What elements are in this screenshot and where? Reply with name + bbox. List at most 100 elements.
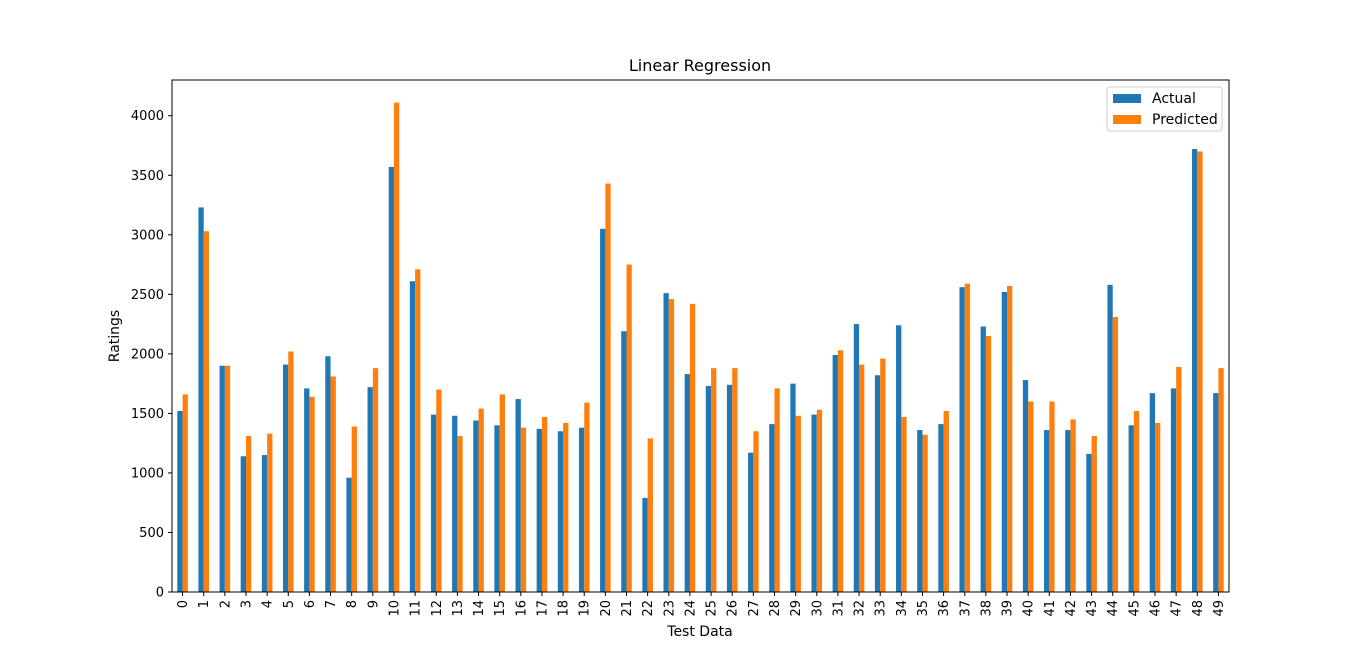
x-tick-label: 14 xyxy=(472,600,487,617)
legend-swatch-actual xyxy=(1113,94,1141,103)
bar-actual-36 xyxy=(938,424,944,592)
bar-actual-31 xyxy=(832,355,838,592)
bar-actual-40 xyxy=(1022,380,1029,592)
bar-predicted-5 xyxy=(288,351,294,592)
bar-actual-44 xyxy=(1107,284,1113,592)
bar-predicted-42 xyxy=(1070,419,1076,592)
x-tick-label: 18 xyxy=(557,600,572,617)
plot-frame xyxy=(171,79,1230,593)
bar-actual-16 xyxy=(515,399,521,592)
x-tick-label: 12 xyxy=(430,600,445,617)
bar-predicted-28 xyxy=(774,388,780,592)
bar-actual-29 xyxy=(790,383,796,592)
bar-actual-33 xyxy=(874,375,881,592)
bar-actual-45 xyxy=(1128,425,1134,592)
bars-group xyxy=(177,102,1224,592)
x-tick-label: 10 xyxy=(387,600,402,617)
x-tick-label: 45 xyxy=(1127,600,1142,617)
x-tick-label: 22 xyxy=(641,600,656,617)
bar-predicted-48 xyxy=(1197,151,1203,592)
bar-predicted-45 xyxy=(1133,411,1140,592)
bar-predicted-4 xyxy=(267,433,273,592)
y-tick-label: 3000 xyxy=(131,228,164,243)
bar-actual-37 xyxy=(959,287,965,592)
y-tick-label: 500 xyxy=(139,526,164,541)
x-tick-label: 17 xyxy=(535,600,550,617)
bar-predicted-41 xyxy=(1049,401,1055,592)
bar-predicted-13 xyxy=(457,436,463,592)
x-tick-label: 27 xyxy=(747,600,762,617)
x-tick-label: 0 xyxy=(176,600,191,608)
bar-predicted-17 xyxy=(541,416,548,592)
bar-predicted-15 xyxy=(499,394,505,592)
x-tick-label: 48 xyxy=(1191,600,1206,617)
bar-predicted-49 xyxy=(1218,368,1224,592)
bar-actual-38 xyxy=(980,326,986,592)
bar-predicted-33 xyxy=(880,358,886,592)
y-tick-label: 2000 xyxy=(131,347,164,362)
bar-actual-48 xyxy=(1192,149,1198,592)
bar-actual-20 xyxy=(600,228,606,592)
x-tick-label: 20 xyxy=(599,600,614,617)
bar-actual-39 xyxy=(1001,291,1008,592)
bar-predicted-12 xyxy=(436,389,442,592)
y-tick-label: 2500 xyxy=(131,288,164,303)
bar-actual-19 xyxy=(578,427,585,592)
x-tick-label: 40 xyxy=(1022,600,1037,617)
bar-actual-0 xyxy=(177,411,183,592)
bar-actual-3 xyxy=(240,456,246,592)
x-tick-label: 49 xyxy=(1212,600,1227,617)
bar-predicted-19 xyxy=(584,402,590,592)
x-tick-label: 9 xyxy=(366,600,381,608)
x-tick-label: 42 xyxy=(1064,600,1079,617)
bar-predicted-39 xyxy=(1007,285,1013,592)
bar-predicted-31 xyxy=(837,350,844,592)
x-axis: 0 1 2 3 4 5 6 7 8 9 10 11 12 13 14 15 16 17 18 19 20 21 22 23 24… xyxy=(176,592,1227,617)
x-tick-label: 46 xyxy=(1149,600,1164,617)
bar-actual-34 xyxy=(896,325,902,592)
bar-actual-43 xyxy=(1086,453,1092,592)
x-tick-label: 7 xyxy=(324,600,339,608)
bar-predicted-44 xyxy=(1112,316,1119,592)
bar-predicted-26 xyxy=(732,368,738,592)
bar-actual-13 xyxy=(452,415,458,592)
bar-actual-9 xyxy=(367,387,373,592)
x-tick-label: 1 xyxy=(197,600,212,608)
bar-actual-8 xyxy=(346,477,352,592)
bar-predicted-36 xyxy=(943,411,949,592)
bar-actual-18 xyxy=(557,431,564,592)
x-tick-label: 13 xyxy=(451,600,466,617)
bar-actual-5 xyxy=(282,364,289,592)
bar-predicted-7 xyxy=(330,376,336,592)
y-tick-label: 4000 xyxy=(131,109,164,124)
bar-actual-35 xyxy=(917,430,923,592)
x-tick-label: 5 xyxy=(282,600,297,608)
x-tick-label: 47 xyxy=(1170,600,1185,617)
bar-actual-30 xyxy=(811,414,817,592)
x-tick-label: 3 xyxy=(239,600,254,608)
bar-predicted-0 xyxy=(182,394,188,592)
chart-title: Linear Regression xyxy=(629,56,771,75)
bar-predicted-32 xyxy=(859,364,865,592)
bar-predicted-16 xyxy=(520,427,527,592)
bar-predicted-8 xyxy=(351,426,357,592)
x-tick-label: 16 xyxy=(514,600,529,617)
x-tick-label: 36 xyxy=(937,600,952,617)
bar-predicted-35 xyxy=(922,434,928,592)
x-tick-label: 26 xyxy=(726,600,741,617)
bar-predicted-21 xyxy=(626,264,632,592)
x-tick-label: 8 xyxy=(345,600,360,608)
bar-actual-26 xyxy=(726,384,733,592)
bar-actual-14 xyxy=(473,420,479,592)
bar-predicted-9 xyxy=(372,368,379,592)
bar-predicted-29 xyxy=(795,415,801,592)
bar-actual-41 xyxy=(1044,430,1050,592)
x-tick-label: 2 xyxy=(218,600,233,608)
x-tick-label: 31 xyxy=(831,600,846,617)
bar-predicted-18 xyxy=(563,422,569,592)
bar-predicted-20 xyxy=(605,183,611,592)
x-tick-label: 23 xyxy=(662,600,677,617)
bar-actual-11 xyxy=(409,281,416,592)
bar-actual-2 xyxy=(219,365,225,592)
